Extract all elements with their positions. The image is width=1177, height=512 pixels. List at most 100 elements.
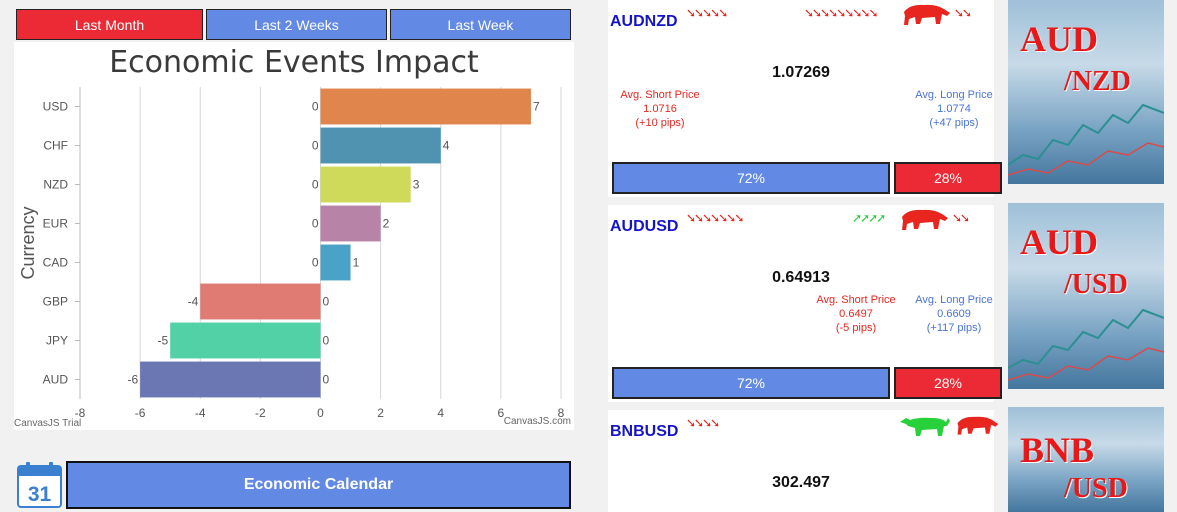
bear-arrows-icon: ➘➘➘➘➘ [686, 6, 728, 20]
avg-long-pips: (+117 pips) [926, 322, 982, 334]
bar-eur [320, 205, 381, 242]
bar-jpy [170, 322, 321, 359]
period-tabs: Last Month Last 2 Weeks Last Week [16, 9, 572, 41]
x-tick-label: 8 [558, 406, 565, 420]
x-tick-label: -4 [195, 406, 206, 420]
avg-long: Avg. Long Price 1.0774 (+47 pips) [904, 88, 1004, 130]
x-tick-label: -8 [75, 406, 86, 420]
avg-long-value: 1.0774 [937, 103, 971, 115]
short-percent-bar: 28% [894, 162, 1002, 194]
bear-arrows-icon: ➘➘➘➘ [686, 416, 720, 430]
zero-label: 0 [323, 373, 330, 387]
x-tick-label: 2 [377, 406, 384, 420]
zero-label: 0 [323, 334, 330, 348]
x-tick-label: -2 [255, 406, 266, 420]
watermark-right: CanvasJS.com [504, 416, 571, 427]
category-label: USD [43, 100, 69, 114]
avg-short: Avg. Short Price 1.0716 (+10 pips) [610, 88, 710, 130]
tab-last-week[interactable]: Last Week [390, 9, 571, 40]
tab-last-2-weeks[interactable]: Last 2 Weeks [206, 9, 387, 40]
watermark-left: CanvasJS Trial [14, 418, 81, 429]
avg-long-value: 0.6609 [937, 308, 971, 320]
pair-thumbnail-audnzd[interactable]: AUD /NZD [1008, 0, 1164, 184]
avg-short-pips: (+10 pips) [635, 117, 685, 129]
zero-label: 0 [323, 295, 330, 309]
zero-label: 0 [312, 100, 319, 114]
data-label: 2 [383, 217, 390, 231]
bear-arrows-icon: ➘➘➘➘➘➘➘ [686, 211, 744, 225]
x-tick-label: 4 [437, 406, 444, 420]
chart-thumbnail-icon [1008, 103, 1164, 176]
bear-arrows-icon: ➘➘ [952, 211, 970, 225]
category-label: GBP [43, 295, 68, 309]
bear-icon [902, 209, 948, 230]
pair-card-audusd[interactable]: AUDUSD ➘➘➘➘➘➘➘ ➚➚➚➚ ➘➘ 0.64913 Avg. Shor… [608, 205, 1002, 402]
long-percent-bar: 72% [612, 162, 890, 194]
avg-short: Avg. Short Price 0.6497 (-5 pips) [806, 293, 906, 335]
zero-label: 0 [312, 178, 319, 192]
y-axis-title: Currency [18, 206, 38, 279]
thumb-quote: /USD [1064, 269, 1128, 300]
avg-long-pips: (+47 pips) [929, 117, 979, 129]
bar-gbp [200, 283, 321, 320]
bear-icon [904, 4, 950, 25]
x-tick-label: 0 [317, 406, 324, 420]
x-tick-label: -6 [135, 406, 146, 420]
category-label: AUD [43, 373, 69, 387]
avg-short-label: Avg. Short Price [620, 89, 700, 101]
bull-icon [900, 417, 950, 436]
category-label: JPY [46, 334, 68, 348]
category-label: NZD [43, 178, 68, 192]
data-label: 1 [353, 256, 360, 270]
pair-thumbnail-audusd[interactable]: AUD /USD [1008, 203, 1164, 389]
pair-thumbnail-bnbusd[interactable]: BNB /USD [1008, 407, 1164, 512]
calendar-icon[interactable]: 31 [17, 461, 62, 508]
thumb-quote: /USD [1064, 473, 1128, 504]
bull-arrows-icon: ➚➚➚➚ [852, 211, 886, 225]
data-label: -4 [188, 295, 199, 309]
x-tick-label: 6 [498, 406, 505, 420]
zero-label: 0 [312, 256, 319, 270]
thumb-base: BNB [1020, 430, 1095, 470]
category-label: CHF [43, 139, 68, 153]
pair-name[interactable]: AUDNZD [610, 13, 678, 30]
pair-card-audnzd[interactable]: AUDNZD ➘➘➘➘➘ ➘➘➘➘➘➘➘➘➘ ➘➘ 1.07269 Avg. S… [608, 0, 1002, 197]
bear-arrows-icon: ➘➘ [954, 6, 972, 20]
economic-calendar-button[interactable]: Economic Calendar [66, 461, 571, 509]
category-label: EUR [43, 217, 69, 231]
avg-short-value: 0.6497 [839, 308, 873, 320]
data-label: 3 [413, 178, 420, 192]
bar-aud [140, 361, 321, 398]
bar-usd [320, 88, 531, 125]
avg-short-pips: (-5 pips) [835, 322, 877, 334]
category-label: CAD [43, 256, 69, 270]
avg-short-value: 1.0716 [643, 103, 677, 115]
data-label: 4 [443, 139, 450, 153]
data-label: -5 [158, 334, 169, 348]
zero-label: 0 [312, 217, 319, 231]
chart-thumbnail-icon [1008, 308, 1164, 381]
current-price: 0.64913 [772, 269, 830, 286]
current-price: 302.497 [772, 474, 830, 491]
pair-name[interactable]: BNBUSD [610, 423, 679, 440]
bar-nzd [320, 166, 411, 203]
data-label: 7 [533, 100, 540, 114]
current-price: 1.07269 [772, 64, 830, 81]
impact-chart-svg: Economic Events Impact -8 -6 -4 -2 0 2 4 6 8 Curre… [14, 45, 571, 429]
thumb-base: AUD [1020, 19, 1098, 59]
long-percent-bar: 72% [612, 367, 890, 399]
avg-short-label: Avg. Short Price [816, 294, 896, 306]
calendar-day: 31 [28, 483, 52, 506]
chart-title: Economic Events Impact [109, 45, 479, 80]
pairs-panel: AUDNZD ➘➘➘➘➘ ➘➘➘➘➘➘➘➘➘ ➘➘ 1.07269 Avg. S… [590, 0, 1177, 512]
thumb-base: AUD [1020, 222, 1098, 262]
pair-card-bnbusd[interactable]: BNBUSD ➘➘➘➘ 302.497 [608, 410, 999, 512]
impact-chart: Economic Events Impact -8 -6 -4 -2 0 2 4 6 8 Curre… [14, 42, 574, 430]
bar-cad [320, 244, 351, 281]
tab-last-month[interactable]: Last Month [16, 9, 203, 40]
pair-name[interactable]: AUDUSD [610, 218, 679, 235]
zero-label: 0 [312, 139, 319, 153]
impact-panel: Last Month Last 2 Weeks Last Week Econom… [0, 0, 590, 512]
short-percent-bar: 28% [894, 367, 1002, 399]
bar-chf [320, 127, 441, 164]
